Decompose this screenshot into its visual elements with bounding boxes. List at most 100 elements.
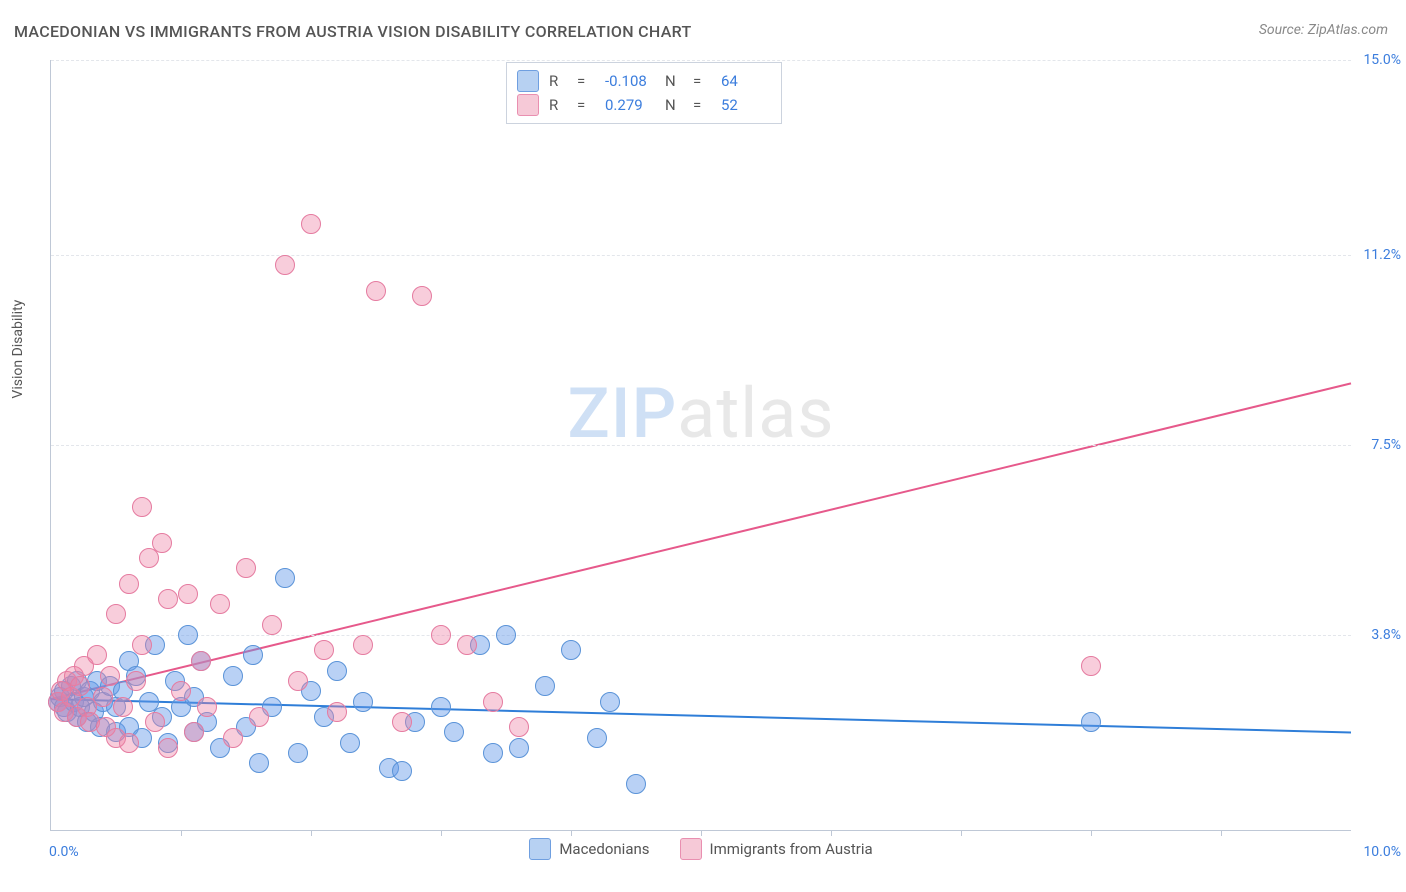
legend-row-macedonians: R = -0.108 N = 64 — [517, 69, 771, 93]
correlation-legend: R = -0.108 N = 64 R = 0.279 N = 52 — [506, 62, 782, 124]
data-point-macedonians — [496, 625, 516, 645]
data-point-austria — [100, 666, 120, 686]
data-point-macedonians — [275, 568, 295, 588]
data-point-austria — [191, 651, 211, 671]
legend-swatch-macedonians-b — [529, 838, 551, 860]
n-value-austria: 52 — [721, 96, 771, 114]
data-point-macedonians — [431, 697, 451, 717]
data-point-macedonians — [509, 738, 529, 758]
data-point-austria — [275, 255, 295, 275]
data-point-austria — [87, 645, 107, 665]
data-point-austria — [171, 681, 191, 701]
data-point-austria — [132, 635, 152, 655]
data-point-austria — [152, 533, 172, 553]
data-point-austria — [113, 697, 133, 717]
r-value-macedonians: -0.108 — [605, 72, 655, 90]
data-point-austria — [184, 722, 204, 742]
data-point-austria — [366, 281, 386, 301]
x-tick — [311, 830, 312, 836]
watermark: ZIPatlas — [568, 373, 835, 455]
data-point-austria — [483, 692, 503, 712]
data-point-austria — [70, 676, 90, 696]
legend-label-austria: Immigrants from Austria — [710, 840, 873, 858]
legend-item-austria: Immigrants from Austria — [680, 838, 873, 860]
gridline — [51, 255, 1351, 256]
data-point-macedonians — [626, 774, 646, 794]
data-point-austria — [392, 712, 412, 732]
data-point-austria — [1081, 656, 1101, 676]
data-point-austria — [301, 214, 321, 234]
x-tick — [181, 830, 182, 836]
data-point-austria — [132, 497, 152, 517]
x-axis-max-label: 10.0% — [1363, 844, 1401, 860]
data-point-austria — [126, 671, 146, 691]
data-point-macedonians — [340, 733, 360, 753]
data-point-austria — [223, 728, 243, 748]
x-tick — [1091, 830, 1092, 836]
x-tick — [831, 830, 832, 836]
data-point-austria — [119, 574, 139, 594]
data-point-austria — [93, 687, 113, 707]
data-point-macedonians — [483, 743, 503, 763]
data-point-austria — [412, 286, 432, 306]
data-point-macedonians — [327, 661, 347, 681]
legend-row-austria: R = 0.279 N = 52 — [517, 93, 771, 117]
data-point-macedonians — [392, 761, 412, 781]
x-tick — [1221, 830, 1222, 836]
x-tick — [571, 830, 572, 836]
legend-item-macedonians: Macedonians — [529, 838, 649, 860]
data-point-macedonians — [561, 640, 581, 660]
data-point-macedonians — [600, 692, 620, 712]
y-tick-label: 7.5% — [1353, 437, 1401, 453]
data-point-austria — [509, 717, 529, 737]
x-tick — [441, 830, 442, 836]
data-point-macedonians — [535, 676, 555, 696]
y-tick-label: 11.2% — [1353, 247, 1401, 263]
r-value-austria: 0.279 — [605, 96, 655, 114]
x-tick — [961, 830, 962, 836]
y-axis-label: Vision Disability — [10, 300, 26, 399]
gridline — [51, 445, 1351, 446]
legend-swatch-macedonians — [517, 70, 539, 92]
data-point-austria — [249, 707, 269, 727]
data-point-austria — [327, 702, 347, 722]
source-attribution: Source: ZipAtlas.com — [1259, 22, 1388, 38]
source-link[interactable]: ZipAtlas.com — [1308, 22, 1388, 38]
x-axis-min-label: 0.0% — [49, 844, 79, 860]
chart-container: MACEDONIAN VS IMMIGRANTS FROM AUSTRIA VI… — [0, 0, 1406, 892]
y-tick-label: 3.8% — [1353, 627, 1401, 643]
data-point-austria — [158, 589, 178, 609]
data-point-macedonians — [353, 692, 373, 712]
data-point-austria — [314, 640, 334, 660]
r-label: R — [549, 72, 567, 90]
legend-swatch-austria — [517, 94, 539, 116]
series-legend: Macedonians Immigrants from Austria — [51, 838, 1351, 860]
data-point-macedonians — [178, 625, 198, 645]
n-label: N — [665, 72, 683, 90]
watermark-zip: ZIP — [568, 373, 678, 455]
data-point-austria — [431, 625, 451, 645]
data-point-macedonians — [249, 753, 269, 773]
data-point-austria — [119, 733, 139, 753]
chart-title: MACEDONIAN VS IMMIGRANTS FROM AUSTRIA VI… — [14, 22, 692, 41]
data-point-austria — [457, 635, 477, 655]
data-point-austria — [197, 697, 217, 717]
data-point-macedonians — [1081, 712, 1101, 732]
data-point-austria — [178, 584, 198, 604]
legend-label-macedonians: Macedonians — [559, 840, 649, 858]
data-point-austria — [145, 712, 165, 732]
data-point-macedonians — [288, 743, 308, 763]
source-label: Source: — [1259, 22, 1308, 38]
x-tick — [701, 830, 702, 836]
data-point-austria — [353, 635, 373, 655]
n-value-macedonians: 64 — [721, 72, 771, 90]
data-point-austria — [262, 615, 282, 635]
data-point-austria — [288, 671, 308, 691]
watermark-atlas: atlas — [677, 373, 834, 455]
gridline — [51, 635, 1351, 636]
y-tick-label: 15.0% — [1353, 52, 1401, 68]
gridline — [51, 60, 1351, 61]
data-point-macedonians — [587, 728, 607, 748]
data-point-austria — [210, 594, 230, 614]
data-point-macedonians — [223, 666, 243, 686]
